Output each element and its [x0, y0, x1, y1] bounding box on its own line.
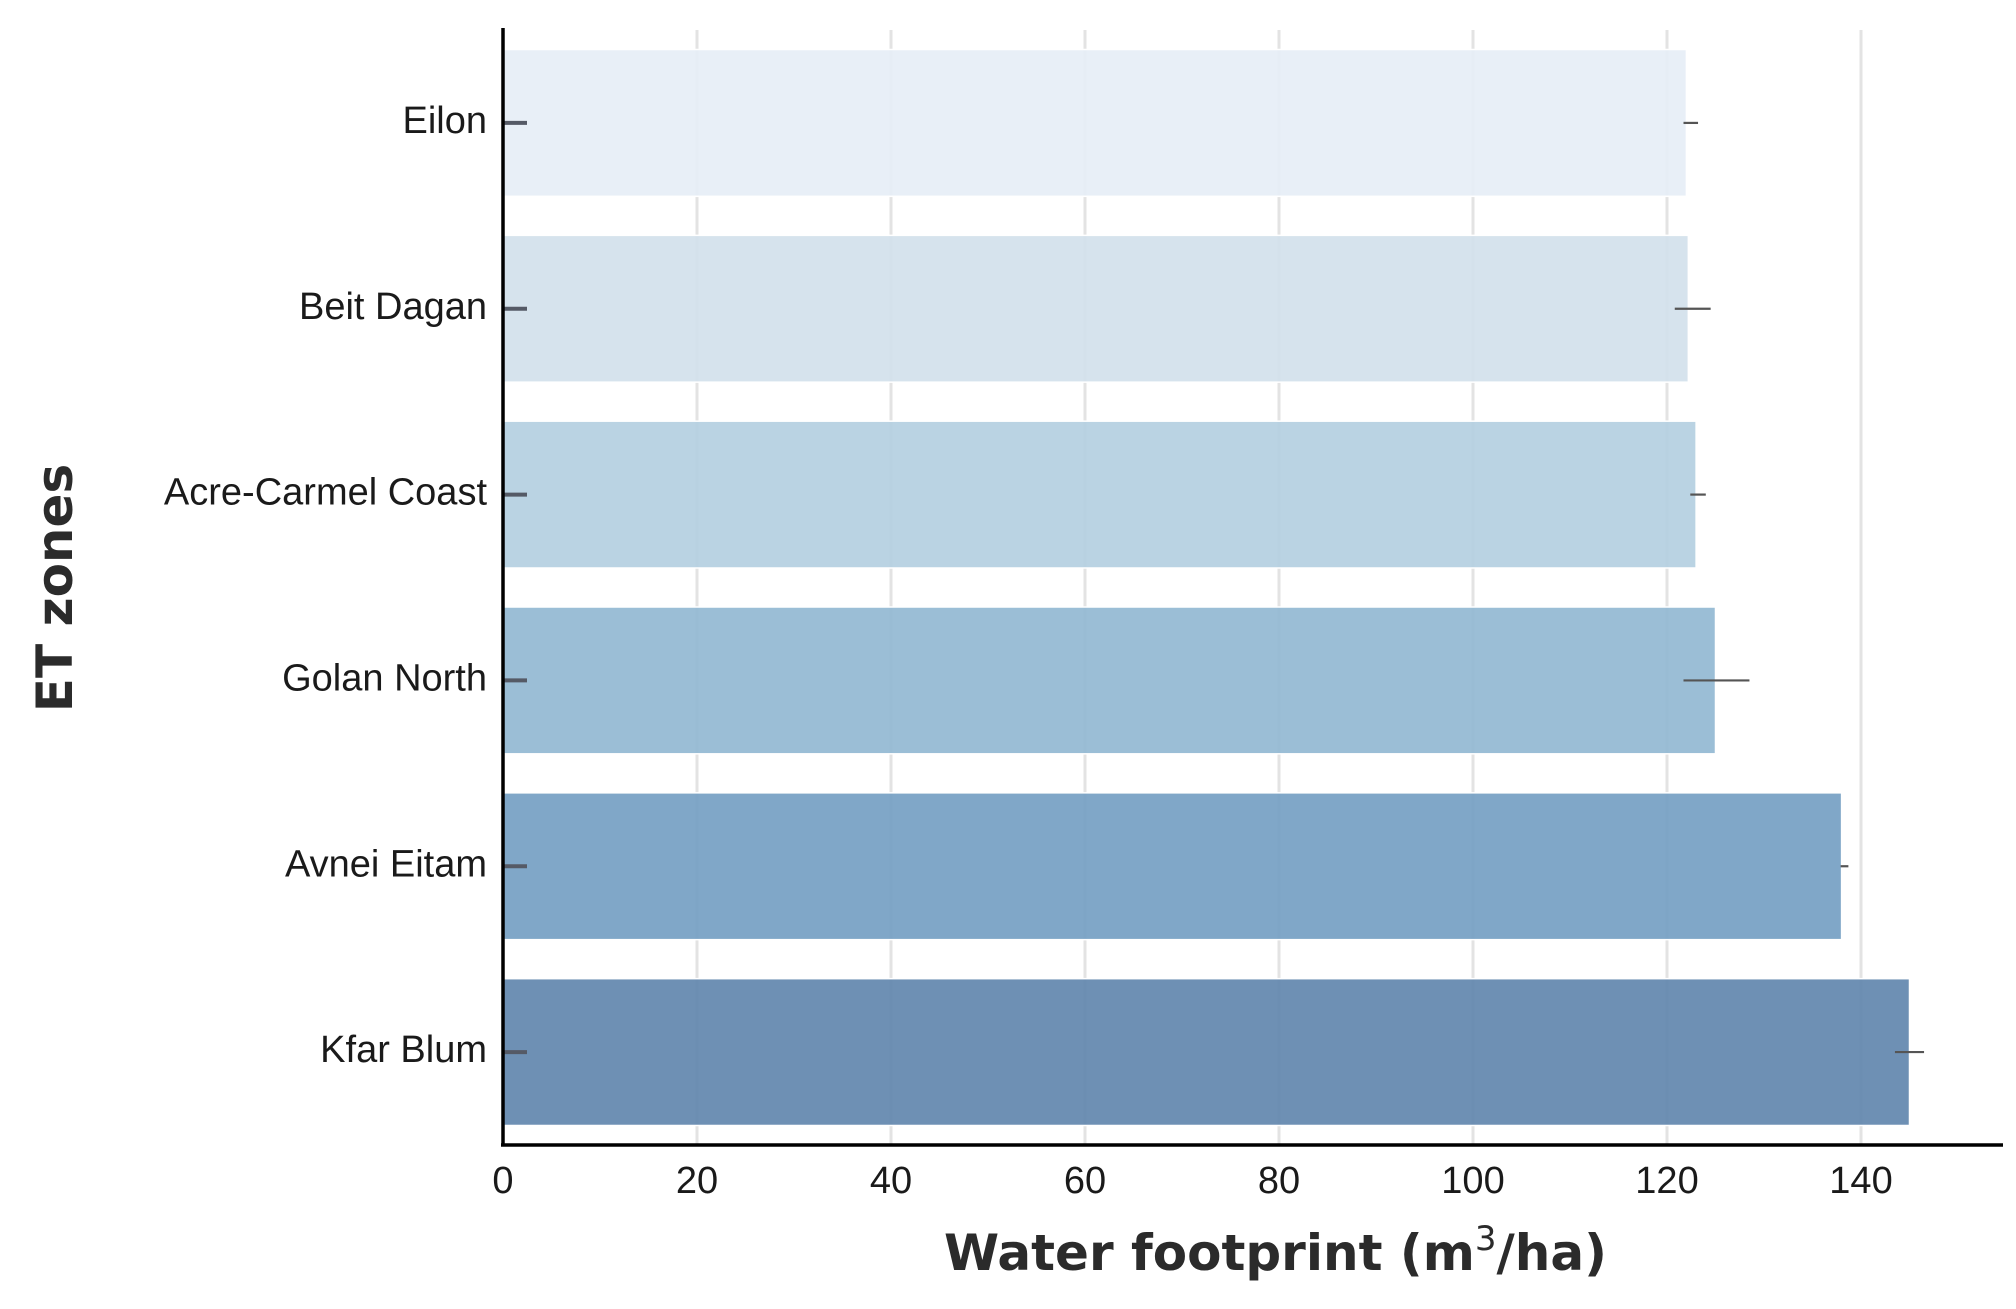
x-axis-title: Water footprint (m3/ha): [944, 1219, 1607, 1282]
x-tick-label: 140: [1829, 1160, 1892, 1202]
error-bar-layer: [1674, 121, 1925, 1054]
x-tick-label: 20: [676, 1160, 718, 1202]
y-tick-label: Eilon: [403, 100, 488, 142]
bar-layer: [502, 48, 1911, 1127]
bar: [502, 792, 1843, 941]
y-tick-label: Kfar Blum: [320, 1029, 487, 1071]
bar: [502, 48, 1688, 198]
bar: [502, 420, 1697, 569]
y-tick-label: Golan North: [282, 657, 487, 699]
x-tick-label: 80: [1258, 1160, 1300, 1202]
x-axis-title-superscript: 3: [1475, 1219, 1497, 1259]
x-tick-label: 60: [1064, 1160, 1106, 1202]
y-axis-title: ET zones: [26, 464, 84, 712]
y-tick-label: Beit Dagan: [299, 286, 487, 328]
x-tick-label: 40: [870, 1160, 912, 1202]
bar: [502, 234, 1690, 383]
x-tick-label: 120: [1635, 1160, 1698, 1202]
grid-layer: [695, 30, 1863, 1145]
x-tick-label: 100: [1441, 1160, 1504, 1202]
axis-layer: [501, 28, 2003, 1147]
label-layer: Eilon Beit Dagan Acre-Carmel Coast Golan No…: [26, 100, 1893, 1282]
y-tick-label: Acre-Carmel Coast: [164, 472, 488, 514]
x-axis-title-end: /ha): [1496, 1224, 1606, 1282]
bar: [502, 977, 1911, 1127]
bar: [502, 606, 1717, 755]
x-tick-label: 0: [492, 1160, 513, 1202]
x-axis-title-main: Water footprint (m: [944, 1224, 1475, 1282]
y-tick-label: Avnei Eitam: [285, 843, 487, 885]
